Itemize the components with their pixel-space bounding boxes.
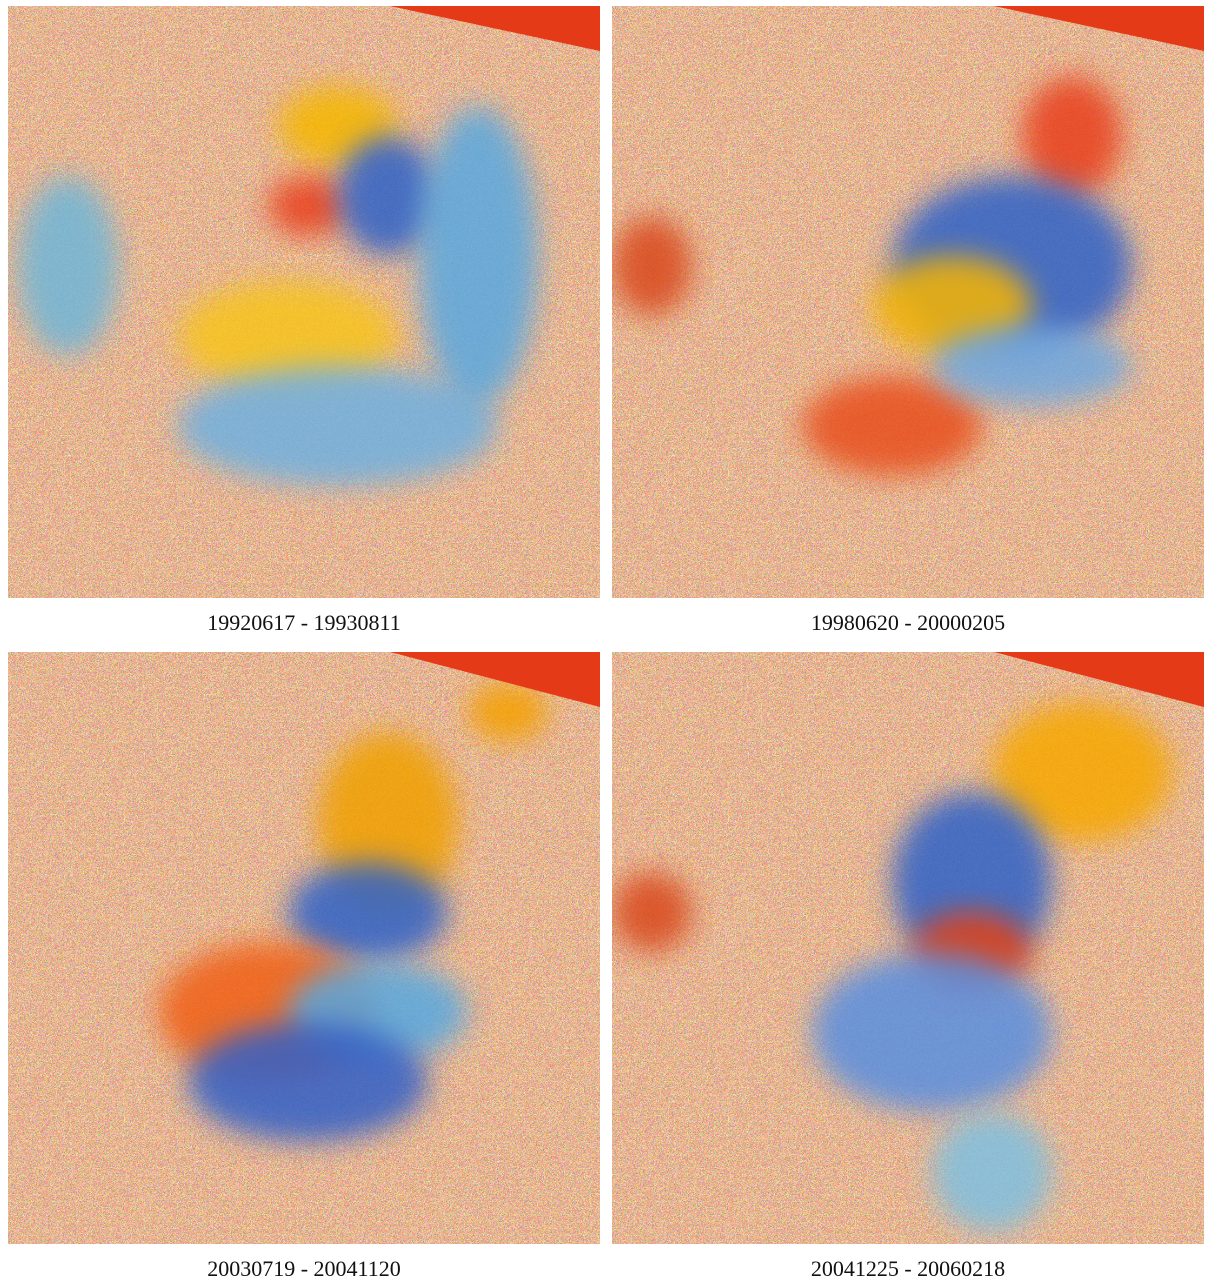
image: [8, 6, 600, 598]
phase-fringe: [932, 326, 1132, 406]
image: [612, 6, 1204, 598]
phase-fringe: [188, 1022, 428, 1142]
phase-fringe: [932, 1112, 1052, 1232]
figure: 19920617 - 19930811 19980620 - 20000205 20…: [0, 0, 1208, 1277]
interferogram-panel: 19920617 - 19930811: [8, 6, 600, 635]
phase-fringe: [18, 176, 118, 356]
phase-fringe: [612, 216, 692, 316]
interferogram-panel: 20041225 - 20060218: [612, 652, 1204, 1277]
phase-fringe: [288, 862, 448, 962]
interferogram-panel: 19980620 - 20000205: [612, 6, 1204, 635]
panel-caption: 20041225 - 20060218: [811, 1256, 1005, 1277]
panel-caption: 19980620 - 20000205: [811, 610, 1005, 635]
phase-fringe: [468, 682, 548, 742]
phase-fringe: [268, 176, 348, 236]
phase-fringe: [612, 872, 692, 952]
image: [612, 652, 1204, 1244]
panel-caption: 20030719 - 20041120: [207, 1256, 401, 1277]
interferogram-panel: 20030719 - 20041120: [8, 652, 600, 1277]
panel-caption: 19920617 - 19930811: [207, 610, 401, 635]
phase-fringe: [418, 106, 538, 406]
image: [8, 652, 600, 1244]
phase-fringe: [812, 952, 1052, 1112]
